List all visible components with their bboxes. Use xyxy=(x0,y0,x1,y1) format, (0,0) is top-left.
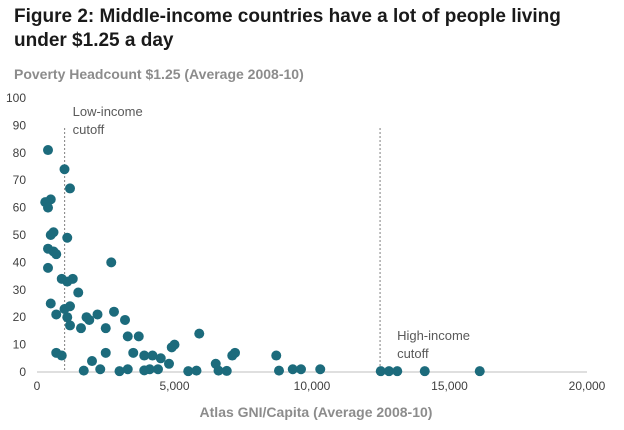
data-point xyxy=(67,273,78,284)
data-point xyxy=(287,364,298,375)
data-point xyxy=(87,356,97,367)
y-tick-label: 80 xyxy=(13,146,27,160)
data-point xyxy=(92,309,103,320)
data-point xyxy=(114,366,125,377)
data-point xyxy=(230,347,240,358)
data-point xyxy=(474,366,485,377)
data-point xyxy=(296,364,306,375)
data-point xyxy=(62,232,73,243)
cutoff-lines: Low-income cutoff High-income cutoff xyxy=(64,104,470,372)
data-point xyxy=(78,365,89,376)
data-point xyxy=(65,183,75,194)
x-axis-title: Atlas GNI/Capita (Average 2008-10) xyxy=(200,404,433,420)
data-point xyxy=(164,358,174,369)
data-point xyxy=(56,350,67,361)
data-point xyxy=(221,365,232,376)
data-point xyxy=(153,364,163,375)
y-tick-label: 70 xyxy=(13,173,27,187)
data-point xyxy=(106,257,117,268)
data-point xyxy=(84,314,95,325)
data-point xyxy=(384,366,394,377)
data-points xyxy=(40,145,485,377)
x-tick-label: 5,000 xyxy=(159,379,189,393)
data-point xyxy=(100,347,111,358)
cutoff-label: cutoff xyxy=(397,346,429,361)
data-point xyxy=(139,350,150,361)
data-point xyxy=(419,366,430,377)
y-tick-label: 20 xyxy=(13,310,27,324)
data-point xyxy=(43,145,53,156)
data-point xyxy=(43,262,53,273)
y-tick-label: 10 xyxy=(13,338,27,352)
data-point xyxy=(375,366,386,377)
data-point xyxy=(191,365,202,376)
data-point xyxy=(45,230,56,240)
cutoff-label: Low-income xyxy=(73,104,143,119)
x-tick-label: 10,000 xyxy=(294,379,331,393)
data-point xyxy=(122,331,133,342)
data-point xyxy=(155,353,166,364)
y-tick-label: 50 xyxy=(13,228,27,242)
data-point xyxy=(315,364,326,375)
cutoff-label: High-income xyxy=(397,328,470,343)
data-point xyxy=(122,364,133,375)
data-point xyxy=(65,320,75,331)
x-tick-label: 0 xyxy=(34,379,41,393)
data-point xyxy=(194,328,205,339)
x-tick-label: 20,000 xyxy=(569,379,606,393)
data-point xyxy=(43,202,53,213)
data-point xyxy=(51,249,62,260)
x-tick-label: 15,000 xyxy=(431,379,468,393)
data-point xyxy=(120,314,130,325)
data-point xyxy=(183,366,194,377)
data-point xyxy=(392,366,403,377)
data-point xyxy=(271,350,282,361)
data-point xyxy=(128,347,139,358)
data-point xyxy=(100,323,111,334)
data-point xyxy=(213,365,224,376)
data-point xyxy=(274,365,284,376)
data-point xyxy=(65,301,75,312)
y-tick-label: 0 xyxy=(19,365,26,379)
data-point xyxy=(109,306,119,317)
y-tick-label: 90 xyxy=(13,118,27,132)
data-point xyxy=(144,364,155,375)
y-tick-label: 60 xyxy=(13,201,27,215)
data-point xyxy=(73,287,84,298)
y-tick-label: 40 xyxy=(13,255,27,269)
data-point xyxy=(62,312,73,323)
chart-title: Figure 2: Middle-income countries have a… xyxy=(14,6,561,51)
data-point xyxy=(133,331,144,342)
data-point xyxy=(166,342,177,353)
data-point xyxy=(147,350,158,361)
data-point xyxy=(59,164,70,175)
y-tick-label: 100 xyxy=(6,91,26,105)
data-point xyxy=(51,309,62,320)
chart-subtitle: Poverty Headcount $1.25 (Average 2008-10… xyxy=(14,66,304,82)
data-point xyxy=(95,364,106,375)
data-point xyxy=(45,298,56,309)
y-tick-label: 30 xyxy=(13,283,27,297)
cutoff-label: cutoff xyxy=(73,122,105,137)
data-point xyxy=(76,323,86,334)
